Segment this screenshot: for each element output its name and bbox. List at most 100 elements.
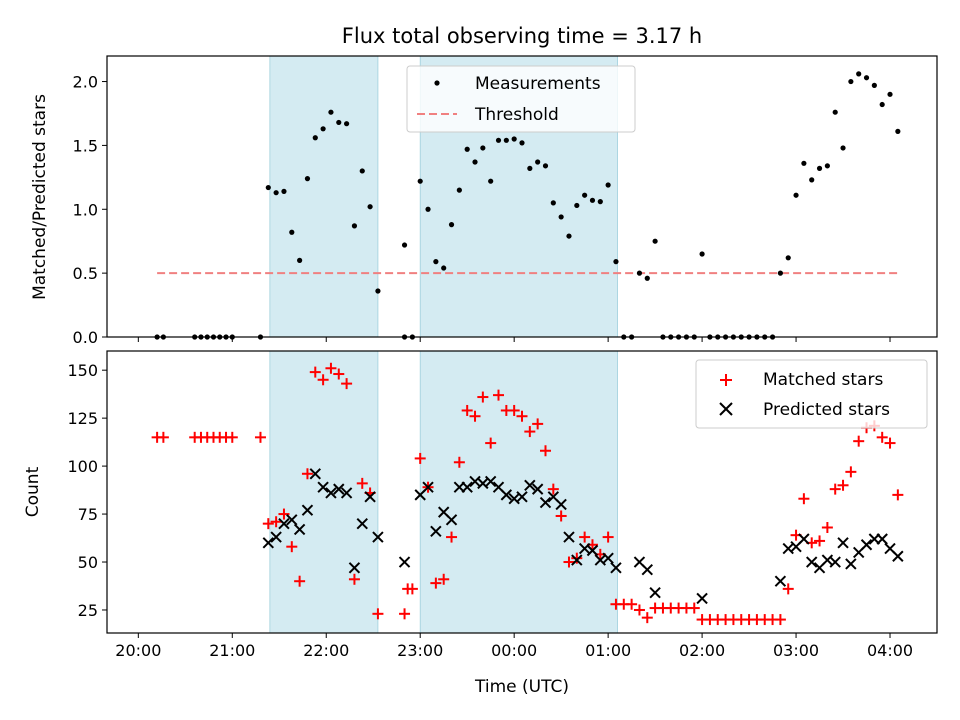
matched-point [372, 608, 384, 620]
measurement-point [328, 109, 334, 115]
measurement-point [871, 82, 877, 88]
matched-point [688, 602, 700, 614]
matched-point [333, 368, 345, 380]
x-tick-label: 02:00 [679, 641, 725, 660]
matched-point [626, 598, 638, 610]
measurement-point [840, 145, 846, 151]
measurement-point [566, 233, 572, 239]
measurement-point [336, 119, 342, 126]
measurement-point [304, 176, 311, 182]
x-tick-label: 03:00 [773, 641, 819, 660]
measurement-point [273, 190, 279, 196]
matched-point [798, 493, 810, 505]
measurement-point [699, 251, 705, 257]
matched-point [278, 508, 290, 520]
y-tick-label: 0.0 [73, 328, 98, 347]
measurement-point [488, 178, 494, 184]
matched-point [563, 556, 575, 568]
measurement-point [289, 229, 295, 235]
legend-threshold-label: Threshold [474, 105, 559, 125]
matched-point [399, 608, 411, 620]
measurement-point [359, 168, 365, 174]
measurement-point [472, 159, 478, 165]
matched-point [493, 389, 505, 401]
matched-point [254, 431, 266, 443]
matched-point [516, 410, 528, 422]
bottom-x-ticks: 20:00 21:00 22:00 23:00 00:00 01:00 02:00 03:00… [115, 633, 913, 660]
measurement-point [605, 182, 611, 188]
predicted-point [806, 556, 818, 568]
measurement-point [401, 242, 408, 248]
matched-point [508, 404, 520, 416]
predicted-point [563, 531, 575, 543]
matched-point [547, 483, 559, 495]
matched-point [157, 431, 169, 443]
matched-point [782, 583, 794, 595]
bottom-y-axis-label: Count [23, 466, 43, 517]
y-tick-label: 125 [67, 409, 98, 428]
measurement-point [879, 101, 885, 108]
predicted-point [278, 517, 290, 530]
matched-point [633, 604, 645, 616]
measurement-point [495, 137, 502, 143]
y-tick-label: 150 [67, 361, 98, 380]
measurement-point [448, 222, 455, 228]
measurement-point [824, 163, 830, 169]
measurement-point [785, 255, 791, 261]
measurement-point [777, 270, 783, 276]
measurement-point [281, 188, 287, 194]
shaded-interval-1 [269, 350, 379, 634]
bottom-points [151, 362, 904, 626]
measurement-point [574, 202, 580, 209]
matched-point [539, 445, 551, 457]
measurement-point [503, 137, 509, 143]
predicted-point [398, 556, 411, 568]
measurement-point [793, 192, 799, 198]
measurement-point [519, 140, 525, 146]
matched-point [485, 437, 497, 449]
matched-point [294, 575, 306, 587]
matched-point [821, 521, 833, 533]
top-x-ticks [137, 337, 891, 342]
measurement-point [652, 238, 658, 244]
matched-point [524, 426, 536, 438]
matched-point [641, 612, 653, 624]
measurement-point [344, 121, 350, 127]
matched-point [579, 531, 591, 543]
predicted-point [531, 483, 544, 495]
top-y-axis-label: Matched/Predicted stars [30, 94, 50, 300]
matched-point [892, 489, 904, 501]
predicted-point [270, 531, 282, 543]
measurement-point [558, 214, 564, 220]
predicted-point [500, 489, 513, 501]
y-tick-label: 100 [67, 457, 98, 476]
predicted-point [317, 481, 329, 493]
x-tick-label: 20:00 [115, 641, 161, 660]
predicted-point [602, 552, 614, 564]
matched-point [348, 573, 360, 585]
matched-point [453, 456, 465, 468]
shaded-interval-1 [269, 55, 379, 338]
top-panel: 0.00.51.01.52.0 Matched/Predicted stars … [30, 55, 938, 347]
measurement-point [480, 145, 486, 151]
predicted-point [774, 575, 787, 587]
matched-point [446, 531, 458, 543]
predicted-point [892, 550, 904, 562]
matched-point [430, 577, 442, 589]
bottom-shaded-intervals [269, 350, 618, 634]
top-legend: Measurements Threshold [406, 65, 636, 133]
y-tick-label: 75 [78, 505, 98, 524]
legend-predicted-marker [719, 402, 733, 416]
predicted-point [262, 537, 275, 549]
measurement-point [351, 223, 358, 229]
matched-point [853, 435, 865, 447]
measurement-point [644, 275, 650, 281]
measurement-point [863, 75, 870, 81]
predicted-point [430, 525, 442, 538]
legend-matched-marker [720, 374, 732, 386]
measurement-point [809, 177, 815, 183]
predicted-point [356, 517, 368, 530]
x-tick-label: 01:00 [585, 641, 631, 660]
predicted-point [364, 491, 376, 503]
